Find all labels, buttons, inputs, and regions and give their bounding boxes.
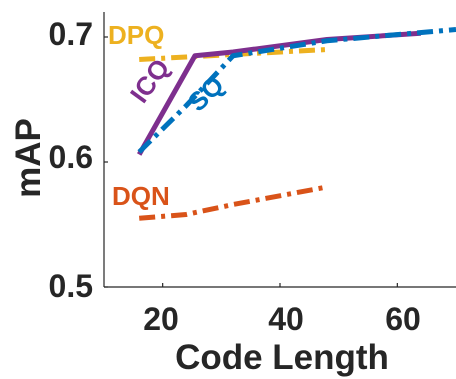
series-line-dqn [139,184,328,221]
axes [103,12,456,288]
x-tick-label: 40 [268,301,304,337]
x-tick-label: 20 [143,301,179,337]
series-label-dpq: DPQ [108,20,164,50]
series-line-sq [137,27,456,154]
series-label-dqn: DQN [112,181,170,211]
series-label-sq: SQ [182,70,230,118]
x-tick-label: 60 [385,301,421,337]
x-axis-label: Code Length [175,338,389,377]
series-layer [137,27,456,221]
y-axis-label: mAP [9,118,48,198]
y-tick-label: 0.7 [49,16,93,52]
y-tick-label: 0.5 [49,268,93,304]
y-tick-label: 0.6 [49,139,93,175]
